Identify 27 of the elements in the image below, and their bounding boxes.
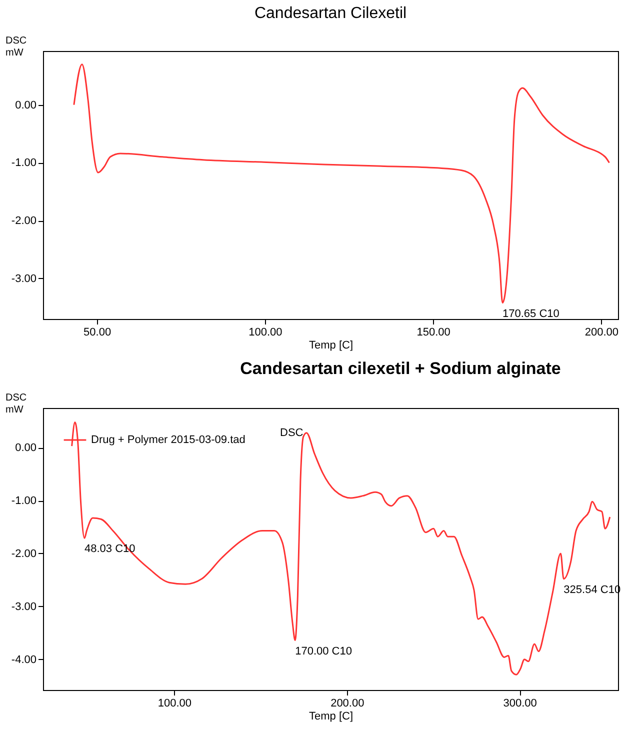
y-axis-title: DSC mW <box>6 36 27 58</box>
chart-title: Candesartan Cilexetil <box>254 5 407 22</box>
y-tick-label: -3.00 <box>11 600 36 613</box>
x-tick-label: 200.00 <box>330 698 364 710</box>
y-tick-label: 0.00 <box>15 99 36 112</box>
x-axis-title: Temp [C] <box>308 710 354 722</box>
x-tick-label: 100.00 <box>248 326 282 338</box>
y-tick-label: -2.00 <box>11 548 36 560</box>
y-tick-label: -3.00 <box>11 272 36 285</box>
x-tick-label: 50.00 <box>84 326 112 338</box>
x-axis-title: Temp [C] <box>308 340 354 352</box>
x-tick-label: 100.00 <box>158 698 192 710</box>
y-tick-label: -2.00 <box>11 215 36 228</box>
x-tick-label: 200.00 <box>584 326 619 338</box>
annotation: 170.00 C10 <box>295 645 352 658</box>
y-tick-label: -4.00 <box>11 654 36 666</box>
annotation: 170.65 C10 <box>502 308 560 320</box>
y-tick-label: -1.00 <box>11 495 36 508</box>
legend-label: Drug + Polymer 2015-03-09.tad <box>91 434 246 446</box>
x-tick-label: 300.00 <box>503 698 537 710</box>
chart-title: Candesartan cilexetil + Sodium alginate <box>240 359 561 378</box>
annotation: DSC <box>280 427 304 439</box>
y-tick-label: -1.00 <box>11 157 36 170</box>
x-tick-label: 150.00 <box>416 326 450 338</box>
y-tick-label: 0.00 <box>15 442 36 454</box>
y-axis-title: DSC mW <box>6 392 27 416</box>
line-series <box>73 64 610 304</box>
